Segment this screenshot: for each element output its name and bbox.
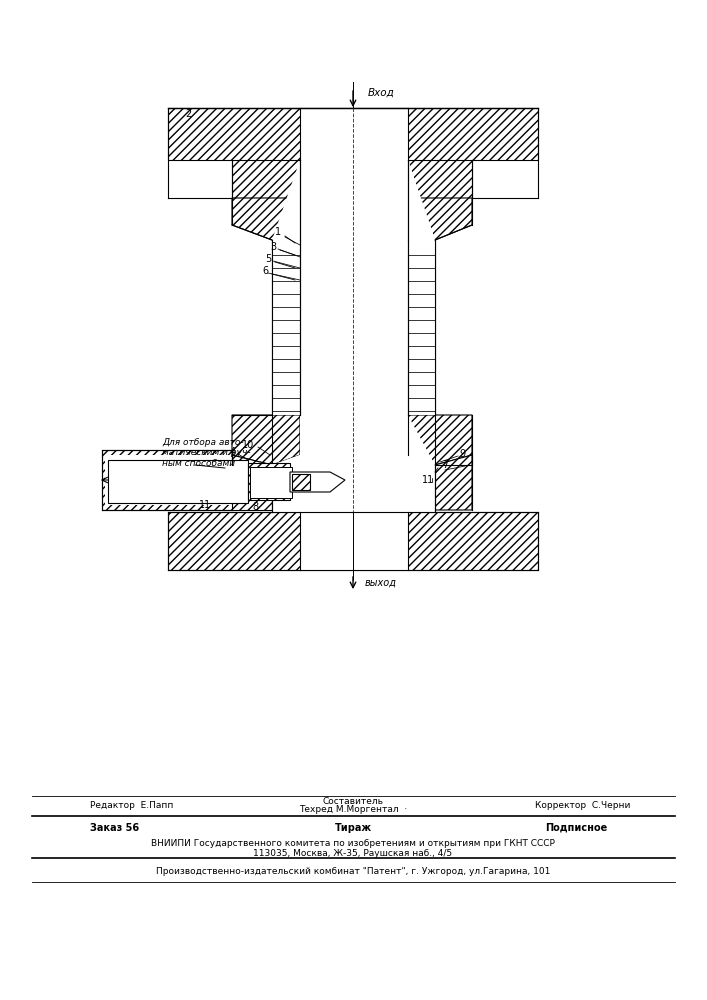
Text: Корректор  С.Черни: Корректор С.Черни <box>535 802 631 810</box>
Text: 5: 5 <box>265 254 271 264</box>
Text: 3: 3 <box>270 242 276 252</box>
Polygon shape <box>272 160 435 415</box>
Text: Производственно-издательский комбинат "Патент", г. Ужгород, ул.Гагарина, 101: Производственно-издательский комбинат "П… <box>156 867 550 876</box>
Polygon shape <box>108 460 248 503</box>
Text: Подписное: Подписное <box>545 823 607 833</box>
Polygon shape <box>102 450 272 510</box>
Polygon shape <box>408 198 472 240</box>
Text: 2: 2 <box>185 109 191 119</box>
Text: ВНИИПИ Государственного комитета по изобретениям и открытиям при ГКНТ СССР: ВНИИПИ Государственного комитета по изоб… <box>151 838 555 848</box>
Text: 1: 1 <box>275 227 281 237</box>
Polygon shape <box>168 108 353 198</box>
Polygon shape <box>248 463 290 500</box>
Text: 11: 11 <box>422 475 434 485</box>
Polygon shape <box>250 467 292 498</box>
Polygon shape <box>232 455 272 510</box>
Text: выход: выход <box>365 578 397 588</box>
Polygon shape <box>272 240 300 415</box>
Text: 7: 7 <box>442 460 448 470</box>
Text: 9: 9 <box>459 449 465 459</box>
Polygon shape <box>300 512 408 570</box>
Text: 4: 4 <box>230 447 236 457</box>
Text: Редактор  Е.Папп: Редактор Е.Папп <box>90 802 173 810</box>
Polygon shape <box>300 108 408 160</box>
Polygon shape <box>300 160 408 415</box>
Text: 8: 8 <box>252 502 258 512</box>
Polygon shape <box>272 465 435 512</box>
Text: 11: 11 <box>199 500 211 510</box>
Text: Заказ 56: Заказ 56 <box>90 823 139 833</box>
Polygon shape <box>408 415 472 465</box>
Polygon shape <box>272 415 435 465</box>
Text: Для отбора авто-
матическим и руч-
ным способами: Для отбора авто- матическим и руч- ным с… <box>162 438 250 468</box>
Polygon shape <box>300 160 435 240</box>
Polygon shape <box>105 455 232 505</box>
Text: Составитель: Составитель <box>322 798 383 806</box>
Polygon shape <box>168 512 538 570</box>
Polygon shape <box>292 474 310 490</box>
Polygon shape <box>408 240 435 415</box>
Text: 6: 6 <box>262 266 268 276</box>
Polygon shape <box>300 512 408 570</box>
Polygon shape <box>435 455 472 510</box>
Polygon shape <box>353 108 538 198</box>
Text: Тираж: Тираж <box>334 823 372 833</box>
Text: Техред М.Моргентал  ·: Техред М.Моргентал · <box>299 806 407 814</box>
Text: 113035, Москва, Ж-35, Раушская наб., 4/5: 113035, Москва, Ж-35, Раушская наб., 4/5 <box>253 850 452 858</box>
Text: 10: 10 <box>242 440 254 450</box>
Polygon shape <box>232 198 300 240</box>
Polygon shape <box>290 472 345 492</box>
Text: Вход: Вход <box>368 88 395 98</box>
Polygon shape <box>272 465 435 510</box>
Polygon shape <box>232 415 300 465</box>
Polygon shape <box>272 415 435 465</box>
